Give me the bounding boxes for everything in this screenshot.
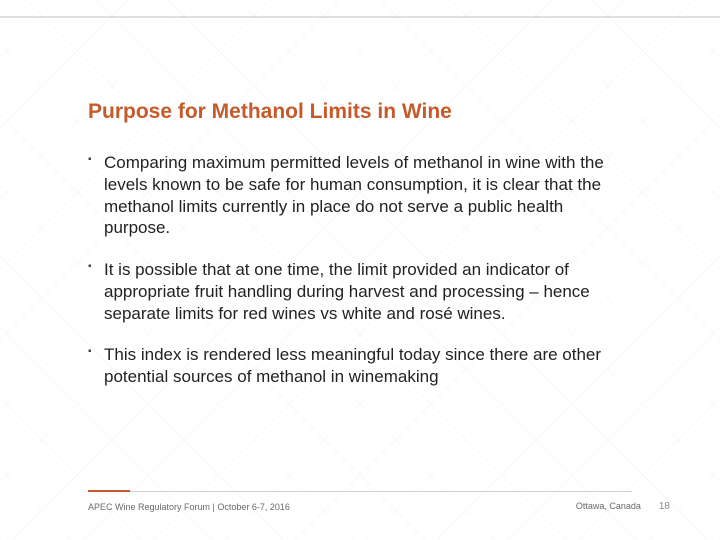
slide-title: Purpose for Methanol Limits in Wine <box>88 100 632 124</box>
footer-rule <box>88 491 632 492</box>
footer-accent <box>88 490 130 492</box>
footer-left-text: APEC Wine Regulatory Forum | October 6-7… <box>88 502 290 512</box>
slide-footer: APEC Wine Regulatory Forum | October 6-7… <box>0 501 720 512</box>
bullet-item: This index is rendered less meaningful t… <box>88 344 632 388</box>
footer-right: Ottawa, Canada 18 <box>576 501 670 512</box>
bullet-item: Comparing maximum permitted levels of me… <box>88 152 632 239</box>
bullet-item: It is possible that at one time, the lim… <box>88 259 632 324</box>
slide-content: Purpose for Methanol Limits in Wine Comp… <box>0 0 720 540</box>
bullet-list: Comparing maximum permitted levels of me… <box>88 152 632 388</box>
footer-location: Ottawa, Canada <box>576 501 641 511</box>
page-number: 18 <box>659 501 670 512</box>
